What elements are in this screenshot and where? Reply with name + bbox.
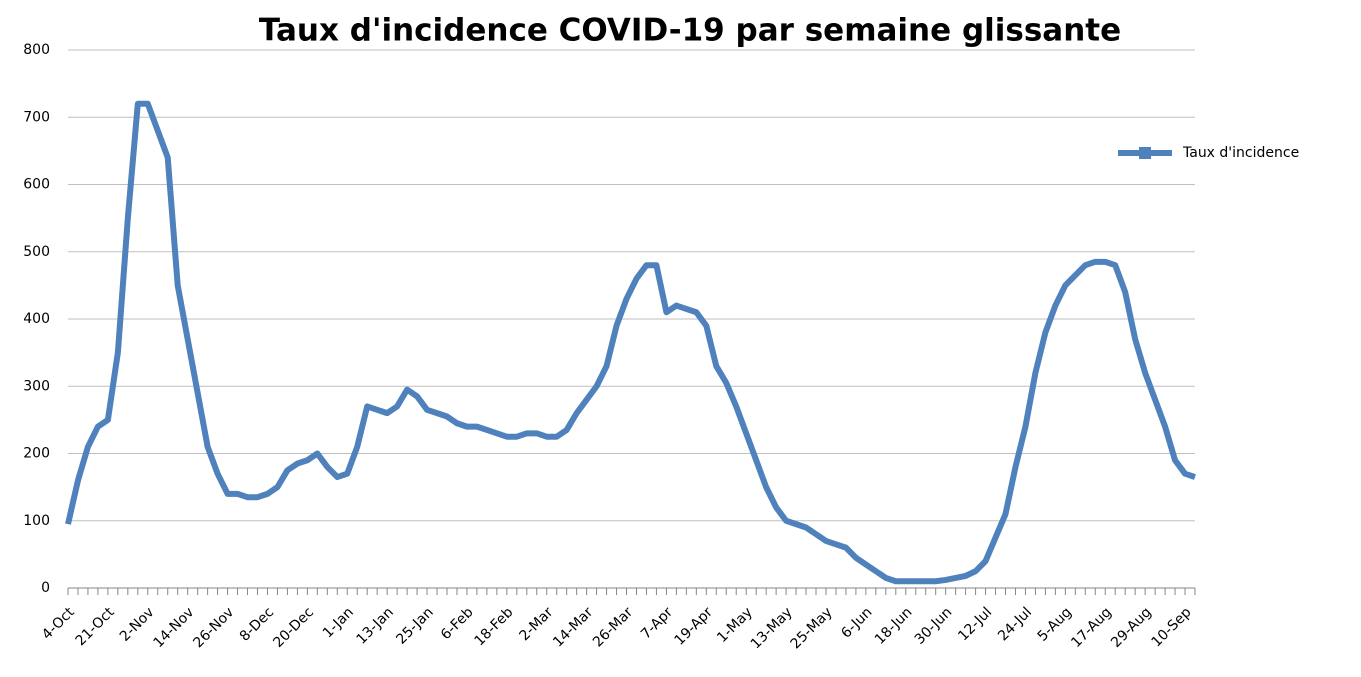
y-tick-label: 500: [23, 244, 50, 260]
x-tick-label: 13-Jan: [354, 604, 397, 647]
x-tick-label: 6-Jun: [838, 604, 875, 641]
x-tick-label: 10-Sep: [1149, 604, 1195, 650]
x-tick-label: 20-Dec: [270, 604, 317, 651]
line-series: [65, 100, 1196, 585]
x-tick-label: 30-Jun: [912, 604, 956, 648]
y-tick-label: 700: [23, 109, 50, 125]
x-tick-label: 18-Jun: [872, 604, 916, 648]
x-tick-label: 1-Jan: [320, 604, 357, 641]
y-tick-label: 200: [23, 446, 50, 462]
y-tick-label: 0: [41, 580, 50, 596]
x-tick-label: 21-Oct: [73, 604, 118, 649]
x-tick-label: 26-Nov: [190, 604, 237, 651]
x-tick-label: 13-May: [748, 604, 796, 652]
legend-label: Taux d'incidence: [1182, 145, 1299, 161]
x-tick-label: 26-Mar: [590, 604, 636, 650]
x-tick-label: 29-Aug: [1108, 604, 1155, 651]
x-tick-label: 18-Feb: [471, 604, 516, 649]
x-tick-label: 17-Aug: [1068, 604, 1115, 651]
y-tick-label: 100: [23, 513, 50, 529]
x-tick-label: 14-Mar: [550, 604, 596, 650]
x-tick-label: 7-Apr: [638, 604, 676, 642]
y-tick-label: 600: [23, 177, 50, 193]
x-tick-label: 25-Jan: [393, 604, 436, 647]
x-tick-label: 12-Jul: [955, 604, 995, 644]
x-tick-label: 25-May: [788, 604, 836, 652]
x-tick-label: 19-Apr: [672, 604, 717, 649]
chart-title: Taux d'incidence COVID-19 par semaine gl…: [259, 13, 1121, 49]
x-tick-label: 24-Jul: [995, 604, 1035, 644]
y-tick-label: 800: [23, 42, 50, 58]
x-tick-label: 6-Feb: [438, 604, 477, 643]
legend-marker: [1139, 147, 1151, 159]
y-tick-label: 400: [23, 311, 50, 327]
y-tick-label: 300: [23, 378, 50, 394]
x-tick-label: 14-Nov: [151, 604, 198, 651]
